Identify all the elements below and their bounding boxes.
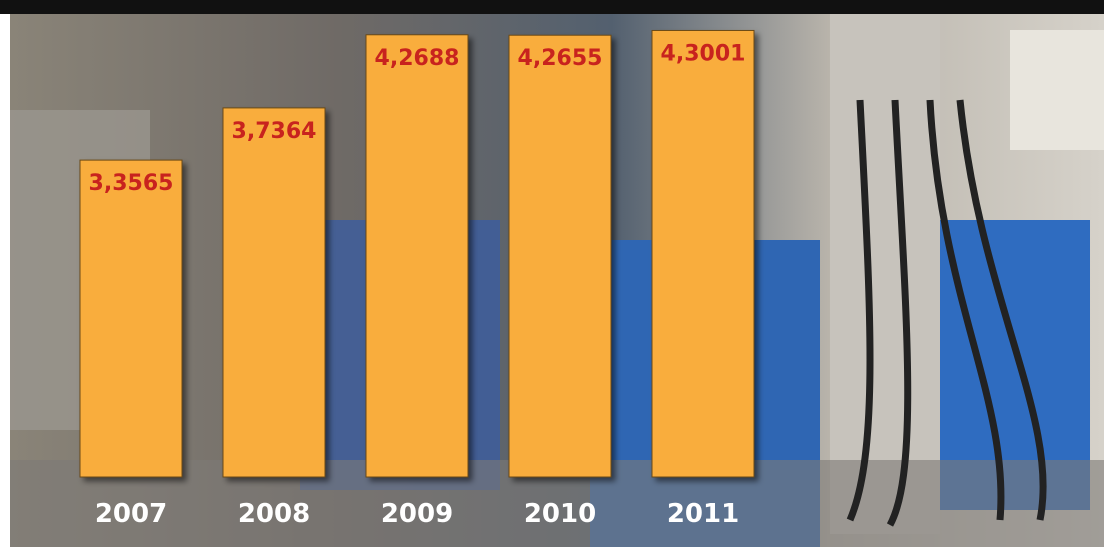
x-tick-label: 2008 — [238, 499, 310, 529]
value-label: 4,2655 — [518, 46, 603, 71]
x-tick-label: 2011 — [667, 499, 739, 529]
x-tick-label: 2007 — [95, 499, 167, 529]
bar — [79, 159, 183, 478]
bar — [365, 34, 469, 478]
value-label: 3,7364 — [232, 119, 317, 144]
x-tick-label: 2009 — [381, 499, 453, 529]
x-tick-label: 2010 — [524, 499, 596, 529]
value-label: 4,2688 — [375, 46, 460, 71]
bar — [508, 34, 612, 478]
bar — [651, 29, 755, 478]
value-label: 3,3565 — [89, 171, 174, 196]
value-label: 4,3001 — [661, 41, 746, 66]
bar — [222, 107, 326, 478]
